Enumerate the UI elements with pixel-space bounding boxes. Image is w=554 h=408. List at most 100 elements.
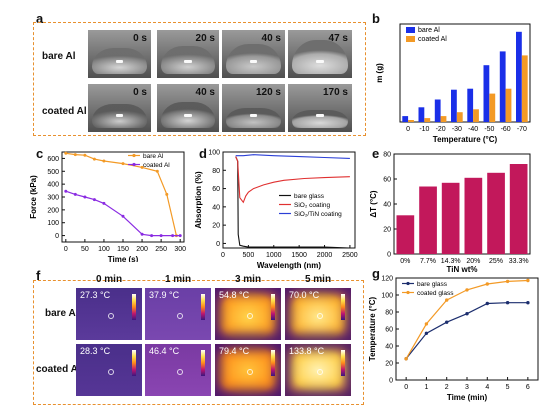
y-tick-label: 40 (212, 204, 220, 211)
y-tick-label: 40 (383, 202, 391, 209)
x-tick-label: 33.3% (509, 258, 529, 265)
data-point (64, 151, 68, 155)
panel-f-row-label: coated Al (36, 364, 81, 375)
x-tick-label: 500 (243, 252, 255, 259)
x-axis-label: Time (min) (447, 393, 488, 402)
droplet-photo: 20 s (157, 30, 219, 78)
bar-bare-al (467, 88, 474, 122)
bar-bare-al (516, 31, 522, 122)
data-point (73, 192, 77, 196)
y-tick-label: 20 (385, 361, 393, 368)
chart-d: 0 500 1000 1500 2000 2500 0 20 40 60 80 100 Waveleng… (194, 150, 358, 271)
x-axis-label: Wavelength (nm) (257, 261, 321, 270)
series-line-bare-glass (235, 156, 350, 249)
photo-time-label: 20 s (195, 33, 215, 44)
thermal-time-header: 1 min (164, 274, 192, 285)
x-tick-label: 7.7% (420, 258, 436, 265)
x-tick-label: 2000 (317, 252, 333, 259)
thermal-temperature-label: 70.0 °C (289, 290, 320, 300)
droplet-shape (225, 108, 282, 128)
bar-bare-al (402, 116, 409, 122)
y-axis-label: Absorption (%) (194, 171, 203, 229)
x-tick-label: 1000 (266, 252, 282, 259)
legend-marker (406, 281, 410, 286)
y-tick-label: 0 (389, 378, 393, 385)
y-tick-label: 80 (212, 168, 220, 175)
y-tick-label: 300 (47, 195, 59, 202)
x-tick-label: 6 (526, 384, 530, 391)
panel-f-letter: f (36, 268, 41, 283)
scale-mark (184, 113, 192, 117)
data-point (102, 201, 106, 205)
x-tick-label: 5 (506, 384, 510, 391)
droplet-shape (291, 110, 349, 128)
bar (509, 164, 528, 254)
data-point (150, 234, 154, 238)
data-point (140, 232, 144, 236)
x-tick-label: -20 (436, 126, 446, 133)
bar (441, 182, 460, 255)
series-line-bare-al (65, 152, 177, 236)
legend-label: coated glass (417, 290, 454, 297)
bar-coated-al (424, 118, 431, 122)
bar-coated-al (521, 55, 528, 122)
legend-label: SiO₂/TiN coating (294, 211, 342, 218)
data-point (121, 214, 125, 218)
droplet-photo: 40 s (157, 84, 219, 132)
x-tick-label: 1 (424, 384, 428, 391)
panel-b-letter: b (372, 11, 380, 26)
crosshair-icon (246, 368, 253, 375)
x-tick-label: -70 (517, 126, 527, 133)
droplet-shape (291, 40, 349, 74)
x-tick-label: 300 (174, 246, 186, 253)
y-tick-label: 120 (381, 276, 393, 283)
bar-coated-al (440, 116, 447, 122)
bar-bare-al (418, 107, 425, 122)
droplet-photo: 120 s (222, 84, 285, 132)
x-tick-label: 0 (64, 246, 68, 253)
y-tick-label: 0 (216, 241, 220, 248)
data-point (121, 162, 125, 166)
x-tick-label: 0 (406, 126, 410, 133)
x-tick-label: 25% (489, 258, 503, 265)
data-point (526, 278, 530, 283)
data-point (445, 298, 449, 302)
data-point (171, 234, 175, 238)
data-point (424, 331, 429, 335)
droplet-photo: 0 s (88, 30, 151, 78)
photo-time-label: 0 s (133, 33, 147, 44)
droplet-photo: 170 s (288, 84, 352, 132)
data-point (526, 301, 530, 305)
droplet-photo: 0 s (88, 84, 151, 132)
bar-bare-al (499, 51, 506, 122)
x-tick-label: 250 (155, 246, 167, 253)
color-scale-bar (132, 294, 136, 320)
legend-marker (132, 162, 136, 167)
thermal-image: 27.3 °C (76, 288, 142, 340)
x-tick-label: -30 (452, 126, 462, 133)
bar (487, 172, 505, 255)
plot-frame (393, 153, 531, 255)
legend-label: bare glass (417, 281, 448, 288)
thermal-time-header: 3 min (234, 274, 262, 285)
data-point (424, 322, 429, 326)
legend-marker (406, 290, 410, 295)
scale-mark (115, 59, 124, 63)
bar (419, 186, 437, 254)
data-point (404, 357, 408, 361)
series-line-sio-coating (235, 156, 350, 204)
legend-label: bare Al (143, 153, 164, 160)
thermal-image: 28.3 °C (76, 344, 142, 396)
legend-marker (132, 153, 136, 158)
y-tick-label: 100 (381, 293, 393, 300)
photo-time-label: 170 s (322, 87, 348, 98)
y-tick-label: 200 (47, 207, 59, 214)
panel-c-letter: c (36, 146, 44, 161)
thermal-time-header: 5 min (304, 274, 332, 285)
thermal-temperature-label: 133.8 °C (289, 346, 325, 356)
thermal-temperature-label: 79.4 °C (219, 346, 250, 356)
y-axis-label: Temperature (°C) (368, 296, 377, 361)
y-tick-label: 60 (212, 186, 220, 193)
color-scale-bar (201, 350, 205, 376)
bar (464, 177, 483, 255)
